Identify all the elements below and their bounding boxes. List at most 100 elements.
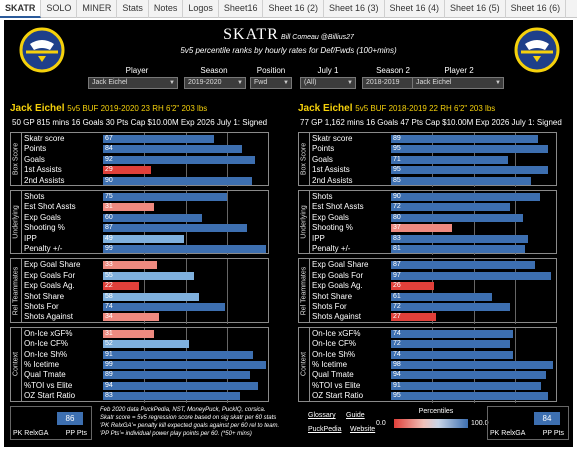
tab-sheet-16-4[interactable]: Sheet 16 (4) xyxy=(385,0,446,18)
percentile-bar xyxy=(103,381,259,390)
guide-link[interactable]: Guide xyxy=(346,412,365,419)
percentile-value: 89 xyxy=(105,371,113,379)
stat-row: % Icetime 98 xyxy=(311,360,556,370)
stat-row: Shots For 72 xyxy=(311,302,556,312)
percentile-bar xyxy=(391,292,492,301)
season2-dropdown[interactable]: 2018-2019▼ xyxy=(362,77,424,89)
right-player-name: Jack Eichel xyxy=(298,103,353,114)
stat-name: % Icetime xyxy=(24,359,60,369)
stat-row: Exp Goals 60 xyxy=(23,213,268,223)
stat-row: On-Ice CF% 52 xyxy=(23,339,268,349)
gridline xyxy=(514,133,516,187)
stat-row: %TOI vs Elite 91 xyxy=(311,381,556,391)
gridline xyxy=(473,259,475,324)
percentile-bar xyxy=(103,203,155,212)
tab-skatr[interactable]: SKATR xyxy=(0,0,42,18)
puckpedia-link[interactable]: PuckPedia xyxy=(308,426,342,433)
stat-row: Exp Goals For 97 xyxy=(311,271,556,281)
dashboard-subtitle: 5v5 percentile ranks by hourly rates for… xyxy=(180,46,397,55)
percentile-bar xyxy=(391,282,434,291)
section-label: Context xyxy=(11,327,22,401)
legend-max: 100.0 xyxy=(471,420,489,427)
percentile-value: 94 xyxy=(105,381,113,389)
percentile-value: 72 xyxy=(393,340,401,348)
percentile-value: 99 xyxy=(105,245,113,252)
section-label: Rel Teammates xyxy=(11,259,22,322)
tab-sheet-16-2[interactable]: Sheet 16 (2) xyxy=(263,0,324,18)
percentile-bar xyxy=(391,371,547,380)
stat-name: Shots xyxy=(312,192,333,201)
percentile-bar xyxy=(103,340,189,349)
left-player-name: Jack Eichel xyxy=(10,103,65,114)
percentile-value: 72 xyxy=(393,203,401,211)
footnote-1: Feb 2020 data PuckPedia, NST, MoneyPuck,… xyxy=(100,407,266,413)
stat-name: Shots For xyxy=(312,301,347,311)
stat-name: On-Ice CF% xyxy=(24,339,69,349)
tab-stats[interactable]: Stats xyxy=(117,0,149,18)
stat-name: Est Shot Assts xyxy=(312,202,364,212)
gridline xyxy=(514,191,516,256)
tab-sheet-16-6[interactable]: Sheet 16 (6) xyxy=(506,0,567,18)
stat-name: Exp Goal Share xyxy=(24,260,81,270)
legend-min: 0.0 xyxy=(376,420,386,427)
percentile-bar xyxy=(391,381,542,390)
july1-label: July 1 xyxy=(317,66,339,75)
right-player-header: Jack Eichel 5v5 BUF 2018-2019 22 RH 6'2"… xyxy=(298,103,495,114)
glossary-link[interactable]: Glossary xyxy=(308,412,336,419)
player2-dropdown[interactable]: Jack Eichel ▼ xyxy=(412,77,504,89)
section-label-text: Context xyxy=(12,352,20,377)
position-dropdown[interactable]: Fwd ▼ xyxy=(250,77,292,89)
percentile-bar xyxy=(103,213,202,222)
section-label: Context xyxy=(299,327,310,401)
tab-sheet-16-3[interactable]: Sheet 16 (3) xyxy=(324,0,385,18)
percentile-value: 60 xyxy=(105,213,113,221)
section-context: Context On-Ice xGF% 31 On-Ice CF% 52 On-Ice S… xyxy=(10,326,269,403)
gridline xyxy=(514,259,516,324)
percentile-bar xyxy=(391,203,510,212)
percentile-value: 61 xyxy=(393,292,401,300)
stat-row: Shots 90 xyxy=(311,192,556,202)
tab-sheet16[interactable]: Sheet16 xyxy=(219,0,264,18)
position-label: Position xyxy=(256,66,286,75)
section-label-text: Box Score xyxy=(300,142,308,176)
website-link[interactable]: Website xyxy=(350,426,376,433)
right-pk-label: PK RelxGA xyxy=(490,430,526,437)
percentile-bar xyxy=(103,176,252,185)
tab-sheet-16-5[interactable]: Sheet 16 (5) xyxy=(445,0,506,18)
stat-name: Shots xyxy=(24,192,45,201)
gridline xyxy=(144,259,146,324)
percentile-value: 98 xyxy=(393,360,401,368)
player-dropdown[interactable]: Jack Eichel ▼ xyxy=(88,77,178,89)
percentile-bar xyxy=(391,176,532,185)
section-underlying: Underlying Shots 75 Est Shot Assts 31 Exp Goa… xyxy=(10,190,269,256)
stat-row: Exp Goals Ag. 22 xyxy=(23,281,268,291)
stat-row: Shooting % 87 xyxy=(23,223,268,233)
stat-name: 2nd Assists xyxy=(312,175,353,185)
percentile-bar xyxy=(103,155,255,164)
season-dropdown[interactable]: 2019-2020 ▼ xyxy=(184,77,246,89)
percentile-value: 80 xyxy=(393,213,401,221)
tab-solo[interactable]: SOLO xyxy=(41,0,78,18)
july1-dropdown[interactable]: (All) ▼ xyxy=(300,77,356,89)
player2-dropdown-value: Jack Eichel xyxy=(416,79,452,86)
left-player-header: Jack Eichel 5v5 BUF 2019-2020 23 RH 6'2"… xyxy=(10,103,207,114)
percentile-value: 37 xyxy=(393,224,401,232)
percentile-value: 55 xyxy=(105,271,113,279)
stat-name: On-Ice xGF% xyxy=(24,328,73,338)
dashboard-title: SKATR xyxy=(223,26,279,43)
section-label-text: Underlying xyxy=(300,205,308,239)
stat-row: %TOI vs Elite 94 xyxy=(23,381,268,391)
tab-logos[interactable]: Logos xyxy=(183,0,219,18)
stat-row: Qual Tmate 94 xyxy=(311,370,556,380)
stat-name: Goals xyxy=(24,154,45,164)
stat-name: Skatr score xyxy=(312,134,353,143)
tab-notes[interactable]: Notes xyxy=(149,0,184,18)
stat-name: Shot Share xyxy=(24,291,65,301)
section-label: Underlying xyxy=(299,191,310,254)
stat-row: Est Shot Assts 72 xyxy=(311,202,556,212)
tab-miner[interactable]: MINER xyxy=(77,0,118,18)
stat-name: Shots For xyxy=(24,301,59,311)
stat-row: Qual Tmate 89 xyxy=(23,370,268,380)
stat-name: Skatr score xyxy=(24,134,65,143)
stat-row: On-Ice Sh% 74 xyxy=(311,350,556,360)
